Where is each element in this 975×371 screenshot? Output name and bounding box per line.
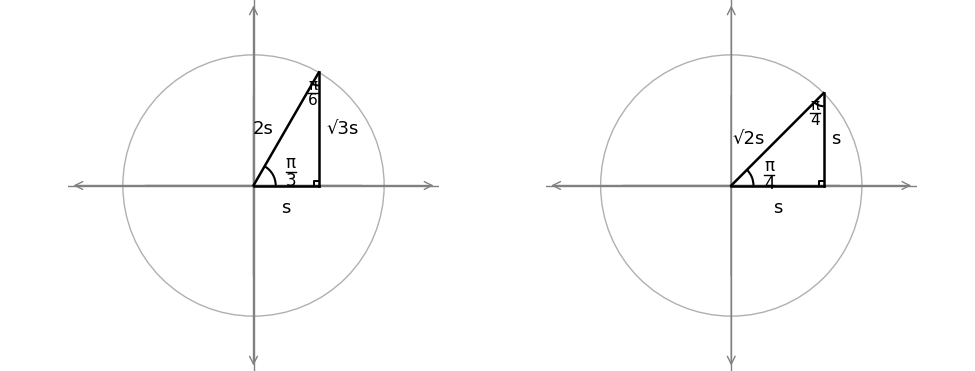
Text: 4: 4 xyxy=(810,113,819,128)
Text: 4: 4 xyxy=(764,175,775,193)
Text: s: s xyxy=(773,198,782,217)
Text: π: π xyxy=(308,78,317,93)
Text: s: s xyxy=(832,130,840,148)
Text: 6: 6 xyxy=(308,93,318,108)
Text: s: s xyxy=(282,198,291,217)
Text: π: π xyxy=(286,154,296,172)
Text: π: π xyxy=(810,98,819,113)
Text: √2s: √2s xyxy=(732,130,764,148)
Text: π: π xyxy=(764,157,774,175)
Text: √3s: √3s xyxy=(327,120,359,138)
Text: 3: 3 xyxy=(286,172,296,190)
Text: 2s: 2s xyxy=(253,120,273,138)
